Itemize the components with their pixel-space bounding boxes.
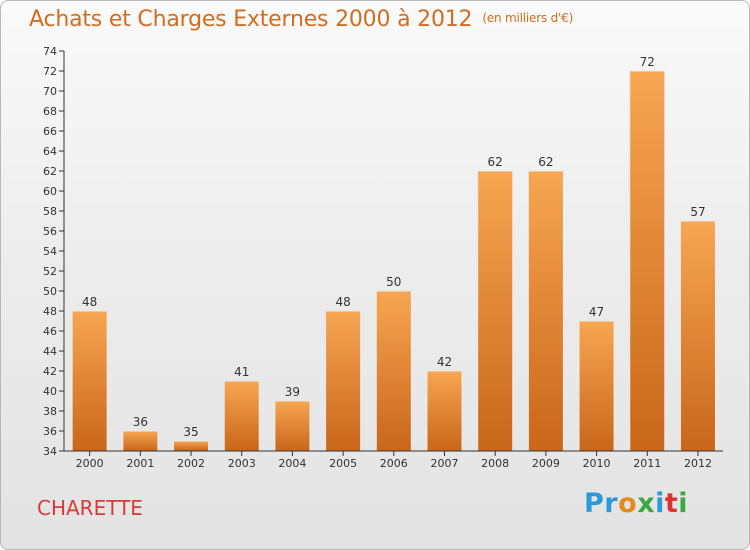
bar xyxy=(274,400,311,452)
bar-value-label: 48 xyxy=(335,295,350,309)
logo-letter: x xyxy=(637,488,656,519)
bar xyxy=(325,310,362,452)
chart-title-text: Achats et Charges Externes 2000 à 2012 xyxy=(29,7,473,32)
y-tick-label: 40 xyxy=(43,385,57,398)
bar-value-label: 72 xyxy=(640,55,655,69)
bar xyxy=(679,220,716,452)
logo-letter: i xyxy=(678,488,689,519)
y-tick-label: 44 xyxy=(43,345,57,358)
bars: 48 36 35 41 39 48 50 42 62 62 47 72 57 xyxy=(71,55,716,452)
y-tick-label: 72 xyxy=(43,65,57,78)
y-tick-label: 68 xyxy=(43,105,57,118)
bar-value-label: 47 xyxy=(589,305,604,319)
y-tick-label: 38 xyxy=(43,405,57,418)
y-tick-label: 70 xyxy=(43,85,57,98)
bar-value-label: 36 xyxy=(133,415,148,429)
bar xyxy=(477,170,514,452)
y-tick-label: 34 xyxy=(43,445,57,458)
y-tick-label: 66 xyxy=(43,125,57,138)
x-tick-label: 2001 xyxy=(126,457,154,470)
x-tick-label: 2007 xyxy=(430,457,458,470)
y-tick-label: 56 xyxy=(43,225,57,238)
y-tick-label: 60 xyxy=(43,185,57,198)
bar xyxy=(578,320,615,452)
proxiti-logo: Proxiti xyxy=(584,488,688,519)
y-tick-label: 64 xyxy=(43,145,57,158)
bar xyxy=(71,310,108,452)
commune-name: CHARETTE xyxy=(37,496,143,520)
bar-value-label: 62 xyxy=(488,155,503,169)
logo-letter: P xyxy=(584,488,605,519)
bar-value-label: 42 xyxy=(437,355,452,369)
y-tick-label: 52 xyxy=(43,265,57,278)
x-tick-label: 2005 xyxy=(329,457,357,470)
bar-value-label: 48 xyxy=(82,295,97,309)
y-tick-label: 74 xyxy=(43,45,57,58)
chart-subtitle: (en milliers d'€) xyxy=(482,11,574,25)
bar-value-label: 35 xyxy=(183,425,198,439)
bar-value-label: 41 xyxy=(234,365,249,379)
x-tick-label: 2004 xyxy=(278,457,306,470)
logo-letter: r xyxy=(604,488,619,519)
y-axis: 34 36 38 40 42 44 46 48 50 52 54 56 58 60 62 64 66 68 70 72… xyxy=(43,45,65,458)
y-tick-label: 48 xyxy=(43,305,57,318)
y-tick-label: 46 xyxy=(43,325,57,338)
x-tick-label: 2010 xyxy=(583,457,611,470)
bar xyxy=(527,170,564,452)
x-tick-label: 2002 xyxy=(177,457,205,470)
logo-letter: t xyxy=(664,488,679,519)
bar xyxy=(122,430,159,452)
bar xyxy=(629,70,666,452)
bar xyxy=(375,290,412,452)
x-tick-label: 2000 xyxy=(76,457,104,470)
x-tick-label: 2011 xyxy=(633,457,661,470)
y-tick-label: 62 xyxy=(43,165,57,178)
y-tick-label: 42 xyxy=(43,365,57,378)
y-tick-label: 36 xyxy=(43,425,57,438)
x-tick-label: 2012 xyxy=(684,457,712,470)
logo-letter: i xyxy=(655,488,665,519)
y-tick-label: 58 xyxy=(43,205,57,218)
bar-value-label: 57 xyxy=(690,205,705,219)
x-axis: 2000 2001 2002 2003 2004 2005 2006 2007 2008 2009… xyxy=(64,450,723,470)
chart-title: Achats et Charges Externes 2000 à 2012 (e… xyxy=(29,7,573,32)
bar-value-label: 62 xyxy=(538,155,553,169)
bar xyxy=(173,440,210,452)
x-tick-label: 2006 xyxy=(380,457,408,470)
bar xyxy=(426,370,463,452)
x-tick-label: 2009 xyxy=(532,457,560,470)
y-tick-label: 50 xyxy=(43,285,57,298)
y-tick-label: 54 xyxy=(43,245,57,258)
bar-value-label: 50 xyxy=(386,275,401,289)
x-tick-label: 2003 xyxy=(228,457,256,470)
bar-value-label: 39 xyxy=(285,385,300,399)
logo-letter: o xyxy=(618,488,638,519)
bar xyxy=(223,380,260,452)
x-tick-label: 2008 xyxy=(481,457,509,470)
